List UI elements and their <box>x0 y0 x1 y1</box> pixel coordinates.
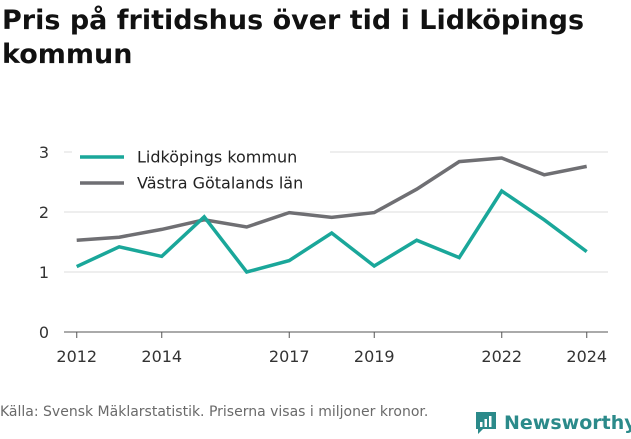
x-tick-label: 2019 <box>354 347 395 366</box>
brand-logo[interactable]: Newsworthy <box>474 408 631 438</box>
y-axis-labels: 0 1 2 3 <box>39 143 49 342</box>
series-line-0 <box>75 188 588 274</box>
legend-label: Västra Götalands län <box>137 174 303 193</box>
y-tick-label: 0 <box>39 323 49 342</box>
x-axis-labels: 2012 2014 2017 2019 2022 2024 <box>56 347 607 366</box>
x-tick-label: 2012 <box>56 347 97 366</box>
chart-title: Pris på fritidshus över tid i Lidköpings… <box>2 5 585 70</box>
brand-name: Newsworthy <box>504 412 631 434</box>
line-chart: 0 1 2 3 2012 2014 2017 2019 2022 2024 Lidköpings… <box>38 140 608 366</box>
y-tick-label: 3 <box>39 143 49 162</box>
legend-label: Lidköpings kommun <box>137 148 297 167</box>
newsworthy-logo-icon <box>476 412 496 434</box>
series-lines <box>75 156 588 274</box>
y-tick-label: 1 <box>39 263 49 282</box>
x-tick-label: 2017 <box>269 347 310 366</box>
legend: Lidköpings kommun Västra Götalands län <box>72 140 330 200</box>
x-tick-label: 2014 <box>141 347 182 366</box>
source-note: Källa: Svensk Mäklarstatistik. Priserna … <box>0 404 429 420</box>
legend-background <box>72 140 330 200</box>
x-tick-label: 2024 <box>566 347 607 366</box>
x-tick-label: 2022 <box>481 347 522 366</box>
series-line-1 <box>76 156 588 242</box>
x-axis <box>64 331 608 338</box>
y-tick-label: 2 <box>39 203 49 222</box>
